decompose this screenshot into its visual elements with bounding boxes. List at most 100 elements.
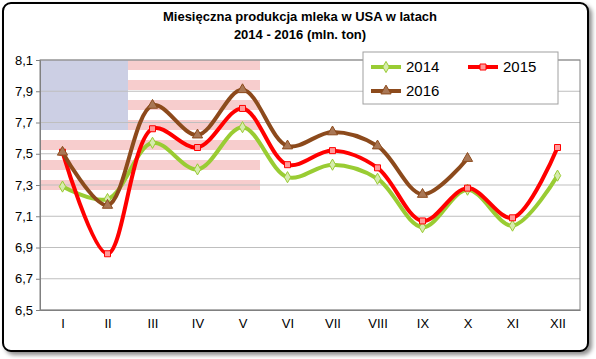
y-tick: 7,3 <box>15 178 40 193</box>
x-tick-label: II <box>104 316 111 331</box>
x-tick-label: IV <box>192 316 205 331</box>
x-tick: VIII <box>368 310 388 331</box>
series-marker <box>555 145 561 151</box>
series-marker <box>284 172 290 183</box>
y-tick-mark <box>36 248 40 249</box>
series-marker <box>282 140 292 149</box>
series-line <box>63 90 468 206</box>
series-marker <box>192 129 202 138</box>
y-tick-label: 6,5 <box>15 303 33 318</box>
series-marker <box>194 164 200 175</box>
legend-item: 2014 <box>371 58 439 75</box>
x-tick-label: IX <box>417 316 430 331</box>
legend-label: 2015 <box>503 58 536 75</box>
x-tick: V <box>239 310 248 331</box>
series-marker <box>465 185 471 191</box>
series-marker <box>374 173 380 184</box>
series-marker <box>150 126 156 132</box>
title: Miesięczna produkcja mleka w USA w latac… <box>163 9 437 24</box>
x-tick: IV <box>192 310 205 331</box>
series-marker <box>417 188 427 197</box>
legend: 2014 2015 2016 <box>363 52 558 104</box>
y-tick-label: 7,7 <box>15 115 33 130</box>
series-marker <box>240 105 246 111</box>
y-tick-mark <box>36 279 40 280</box>
x-tick: II <box>104 310 111 331</box>
y-tick-mark <box>36 60 40 61</box>
series-marker <box>149 137 155 148</box>
x-axis: IIIIIIIVVVIVIIVIIIIXXXIXII <box>41 310 581 331</box>
x-tick-label: XII <box>550 316 566 331</box>
y-tick: 7,7 <box>15 115 40 130</box>
grid-line <box>40 122 580 123</box>
legend-marker <box>480 64 486 70</box>
series-marker <box>329 159 335 170</box>
x-tick-label: VII <box>325 316 341 331</box>
x-tick: III <box>148 310 159 331</box>
x-tick: VII <box>325 310 341 331</box>
chart: Miesięczna produkcja mleka w USA w latac… <box>0 0 596 359</box>
x-tick: X <box>464 310 473 331</box>
series-marker <box>420 218 426 224</box>
y-tick: 7,5 <box>15 146 40 161</box>
y-tick: 6,9 <box>15 240 40 255</box>
x-tick-label: X <box>464 316 473 331</box>
y-tick-label: 7,3 <box>15 178 33 193</box>
grid-line <box>40 278 580 279</box>
x-tick-label: VIII <box>368 316 388 331</box>
legend-marker <box>381 85 391 94</box>
series-marker <box>372 140 382 149</box>
legend-label: 2016 <box>406 82 439 99</box>
series-marker <box>327 126 337 135</box>
flag-stripe <box>40 150 260 160</box>
series-marker <box>285 162 291 168</box>
series-marker <box>57 146 67 155</box>
x-tick-label: III <box>148 316 159 331</box>
series-marker <box>509 220 515 231</box>
legend-label: 2014 <box>406 58 439 75</box>
x-tick: VI <box>282 310 294 331</box>
y-tick-label: 6,9 <box>15 240 33 255</box>
legend-item: 2015 <box>468 58 536 75</box>
series-marker <box>330 148 336 154</box>
x-tick-label: I <box>61 316 65 331</box>
series-marker <box>59 181 65 192</box>
flag-canton <box>40 60 128 130</box>
legend-item: 2016 <box>371 82 439 99</box>
series-marker <box>195 145 201 151</box>
series-marker <box>462 153 472 162</box>
x-tick: XI <box>507 310 519 331</box>
y-tick: 7,9 <box>15 84 40 99</box>
x-tick-label: V <box>239 316 248 331</box>
series-marker <box>464 184 470 195</box>
legend-box <box>363 52 558 104</box>
x-tick-label: XI <box>507 316 519 331</box>
y-tick-label: 7,1 <box>15 209 33 224</box>
x-axis-line <box>41 310 581 311</box>
legend-line <box>468 65 498 69</box>
series-marker <box>375 165 381 171</box>
y-tick: 6,7 <box>15 271 40 286</box>
grid-line <box>40 247 580 248</box>
y-tick: 6,5 <box>15 303 40 318</box>
y-axis-line <box>36 61 41 311</box>
y-tick-label: 6,7 <box>15 271 33 286</box>
x-tick: XII <box>550 310 566 331</box>
x-tick-label: VI <box>282 316 294 331</box>
x-tick: I <box>61 310 65 331</box>
grid-line <box>40 153 580 154</box>
y-tick: 7,1 <box>15 209 40 224</box>
y-tick-mark <box>36 91 40 92</box>
y-tick-mark <box>36 185 40 186</box>
y-tick-mark <box>36 123 40 124</box>
y-tick-label: 7,9 <box>15 84 33 99</box>
y-tick-mark <box>36 310 40 311</box>
y-tick-label: 7,5 <box>15 146 33 161</box>
plot-area <box>57 84 560 257</box>
x-tick: IX <box>417 310 430 331</box>
y-tick-mark <box>36 216 40 217</box>
chart-frame <box>3 3 588 351</box>
subtitle: 2014 - 2016 (mln. ton) <box>234 27 366 42</box>
y-tick-mark <box>36 154 40 155</box>
y-axis: 6,56,76,97,17,37,57,77,98,1 <box>15 53 41 318</box>
